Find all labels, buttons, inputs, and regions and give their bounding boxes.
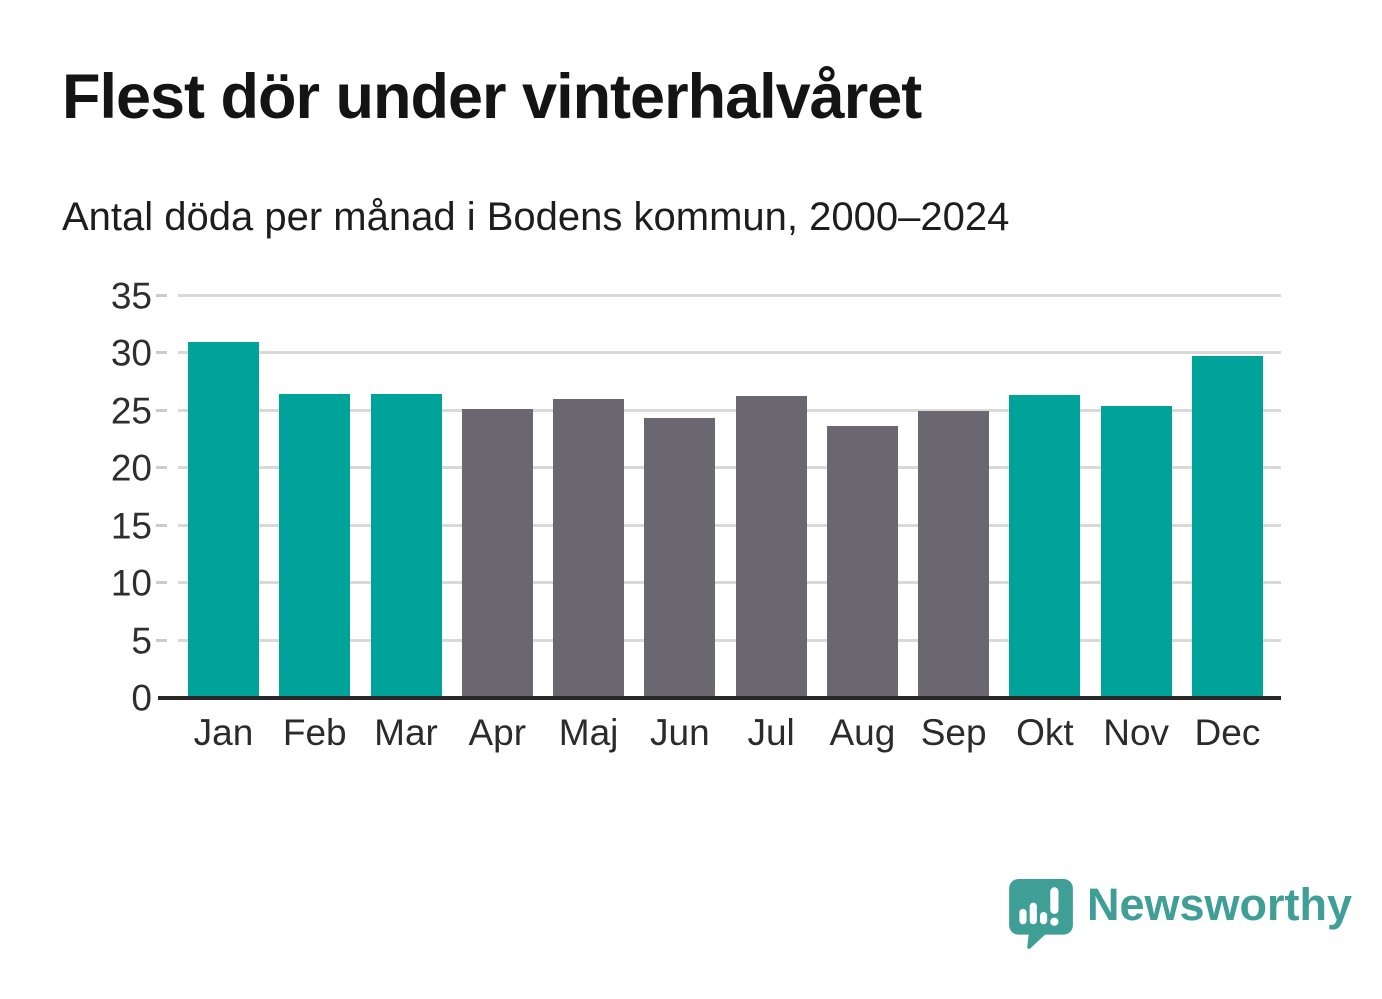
y-tick-5: [156, 638, 167, 642]
logo-bar-2: [1029, 902, 1037, 925]
bar-jan: [188, 341, 259, 698]
y-axis-label-10: 10: [110, 562, 152, 604]
brand-footer: Newsworthy: [1008, 878, 1352, 950]
y-tick-20: [156, 466, 167, 470]
y-axis-label-15: 15: [110, 505, 152, 547]
page-title: Flest dör under vinterhalvåret: [62, 62, 922, 132]
y-tick-25: [156, 408, 167, 412]
x-axis-label-aug: Aug: [829, 712, 896, 753]
y-axis-label-20: 20: [110, 447, 152, 489]
x-axis-labels: Jan Feb Mar Apr Maj Jun Jul Aug Sep Okt Nov Dec: [178, 712, 1281, 754]
x-axis-line: [158, 696, 1281, 700]
bar-jun: [644, 417, 716, 698]
y-axis-label-35: 35: [110, 275, 152, 317]
bar-aug: [826, 425, 898, 698]
y-axis-label-0: 0: [131, 677, 152, 719]
newsworthy-logo-icon: [1009, 879, 1073, 949]
bar-okt: [1009, 394, 1081, 698]
x-axis-label-mar: Mar: [374, 712, 438, 753]
bar-nov: [1100, 406, 1172, 698]
logo-exclamation-bar: [1050, 887, 1059, 914]
x-axis-label-dec: Dec: [1194, 712, 1261, 753]
bar-mar: [370, 393, 442, 698]
gridline-30: [178, 351, 1281, 355]
bar-feb: [279, 393, 351, 698]
bar-dec: [1191, 355, 1263, 698]
y-tick-30: [156, 351, 167, 355]
x-axis-label-sep: Sep: [920, 712, 987, 753]
x-axis-label-nov: Nov: [1103, 712, 1170, 753]
x-axis-label-jun: Jun: [650, 712, 710, 753]
chart-subtitle: Antal döda per månad i Bodens kommun, 20…: [62, 195, 1010, 239]
gridline-20: [178, 466, 1281, 470]
gridline-25: [178, 408, 1281, 412]
gridline-10: [178, 581, 1281, 585]
y-axis-label-30: 30: [110, 332, 152, 374]
y-axis-label-25: 25: [110, 390, 152, 432]
bar-series: [178, 296, 1281, 698]
logo-bar-3: [1039, 911, 1048, 925]
bar-sep: [918, 410, 990, 698]
gridline-35: [178, 294, 1281, 297]
logo-exclamation-dot: [1050, 917, 1059, 926]
y-tick-10: [156, 581, 167, 585]
bar-apr: [461, 408, 533, 698]
x-axis-label-okt: Okt: [1016, 712, 1074, 753]
brand-wordmark: Newsworthy: [1087, 879, 1353, 930]
x-axis-label-feb: Feb: [282, 712, 347, 753]
bar-jul: [735, 395, 807, 698]
x-axis-label-apr: Apr: [468, 712, 527, 753]
gridline-15: [178, 523, 1281, 527]
plot-area: [156, 294, 1281, 700]
y-tick-35: [156, 294, 167, 297]
x-axis-label-jul: Jul: [747, 712, 795, 753]
x-axis-label-jan: Jan: [193, 712, 254, 753]
x-axis-label-maj: Maj: [558, 712, 619, 753]
gridline-5: [178, 638, 1281, 642]
y-axis-labels: 0 5 10 15 20 25 30 35: [40, 278, 152, 717]
bar-maj: [553, 399, 625, 698]
y-axis-label-5: 5: [131, 620, 152, 662]
logo-bar-1: [1019, 908, 1027, 925]
y-tick-15: [156, 523, 167, 527]
